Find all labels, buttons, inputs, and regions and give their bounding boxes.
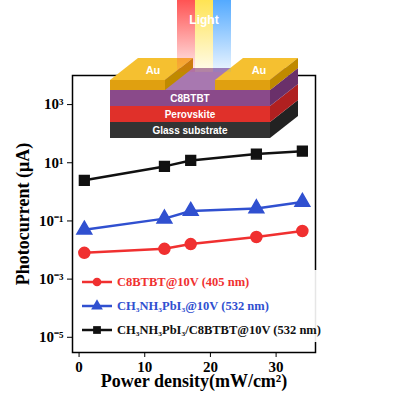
svg-text:10⁻³: 10⁻³ bbox=[39, 271, 64, 287]
html-text:CH₃NH₃PbI₃/C8BTBT@10V (532 nm): CH₃NH₃PbI₃/C8BTBT@10V (532 nm) bbox=[117, 322, 321, 337]
svg-text:10⁻⁵: 10⁻⁵ bbox=[39, 329, 64, 345]
svg-text:10⁻¹: 10⁻¹ bbox=[39, 213, 64, 229]
svg-text:Glass substrate: Glass substrate bbox=[152, 125, 227, 136]
svg-text:Au: Au bbox=[146, 64, 161, 76]
svg-text:Au: Au bbox=[252, 64, 267, 76]
html-text:C8BTBT@10V (405 nm): C8BTBT@10V (405 nm) bbox=[117, 274, 250, 289]
svg-text:30: 30 bbox=[268, 359, 284, 376]
svg-text:Light: Light bbox=[189, 13, 218, 27]
svg-text:10³: 10³ bbox=[44, 96, 64, 112]
svg-text:10: 10 bbox=[137, 359, 153, 376]
html-text:CH₃NH₃PbI₃@10V (532 nm): CH₃NH₃PbI₃@10V (532 nm) bbox=[117, 298, 269, 313]
svg-text:Power density(mW/cm²): Power density(mW/cm²) bbox=[101, 371, 288, 392]
svg-text:Perovskite: Perovskite bbox=[165, 109, 216, 120]
svg-text:0: 0 bbox=[75, 359, 83, 375]
svg-text:C8BTBT: C8BTBT bbox=[170, 93, 209, 104]
svg-text:10¹: 10¹ bbox=[44, 155, 64, 171]
svg-text:20: 20 bbox=[202, 359, 218, 376]
svg-text:Photocurrent (μA): Photocurrent (μA) bbox=[13, 143, 34, 285]
